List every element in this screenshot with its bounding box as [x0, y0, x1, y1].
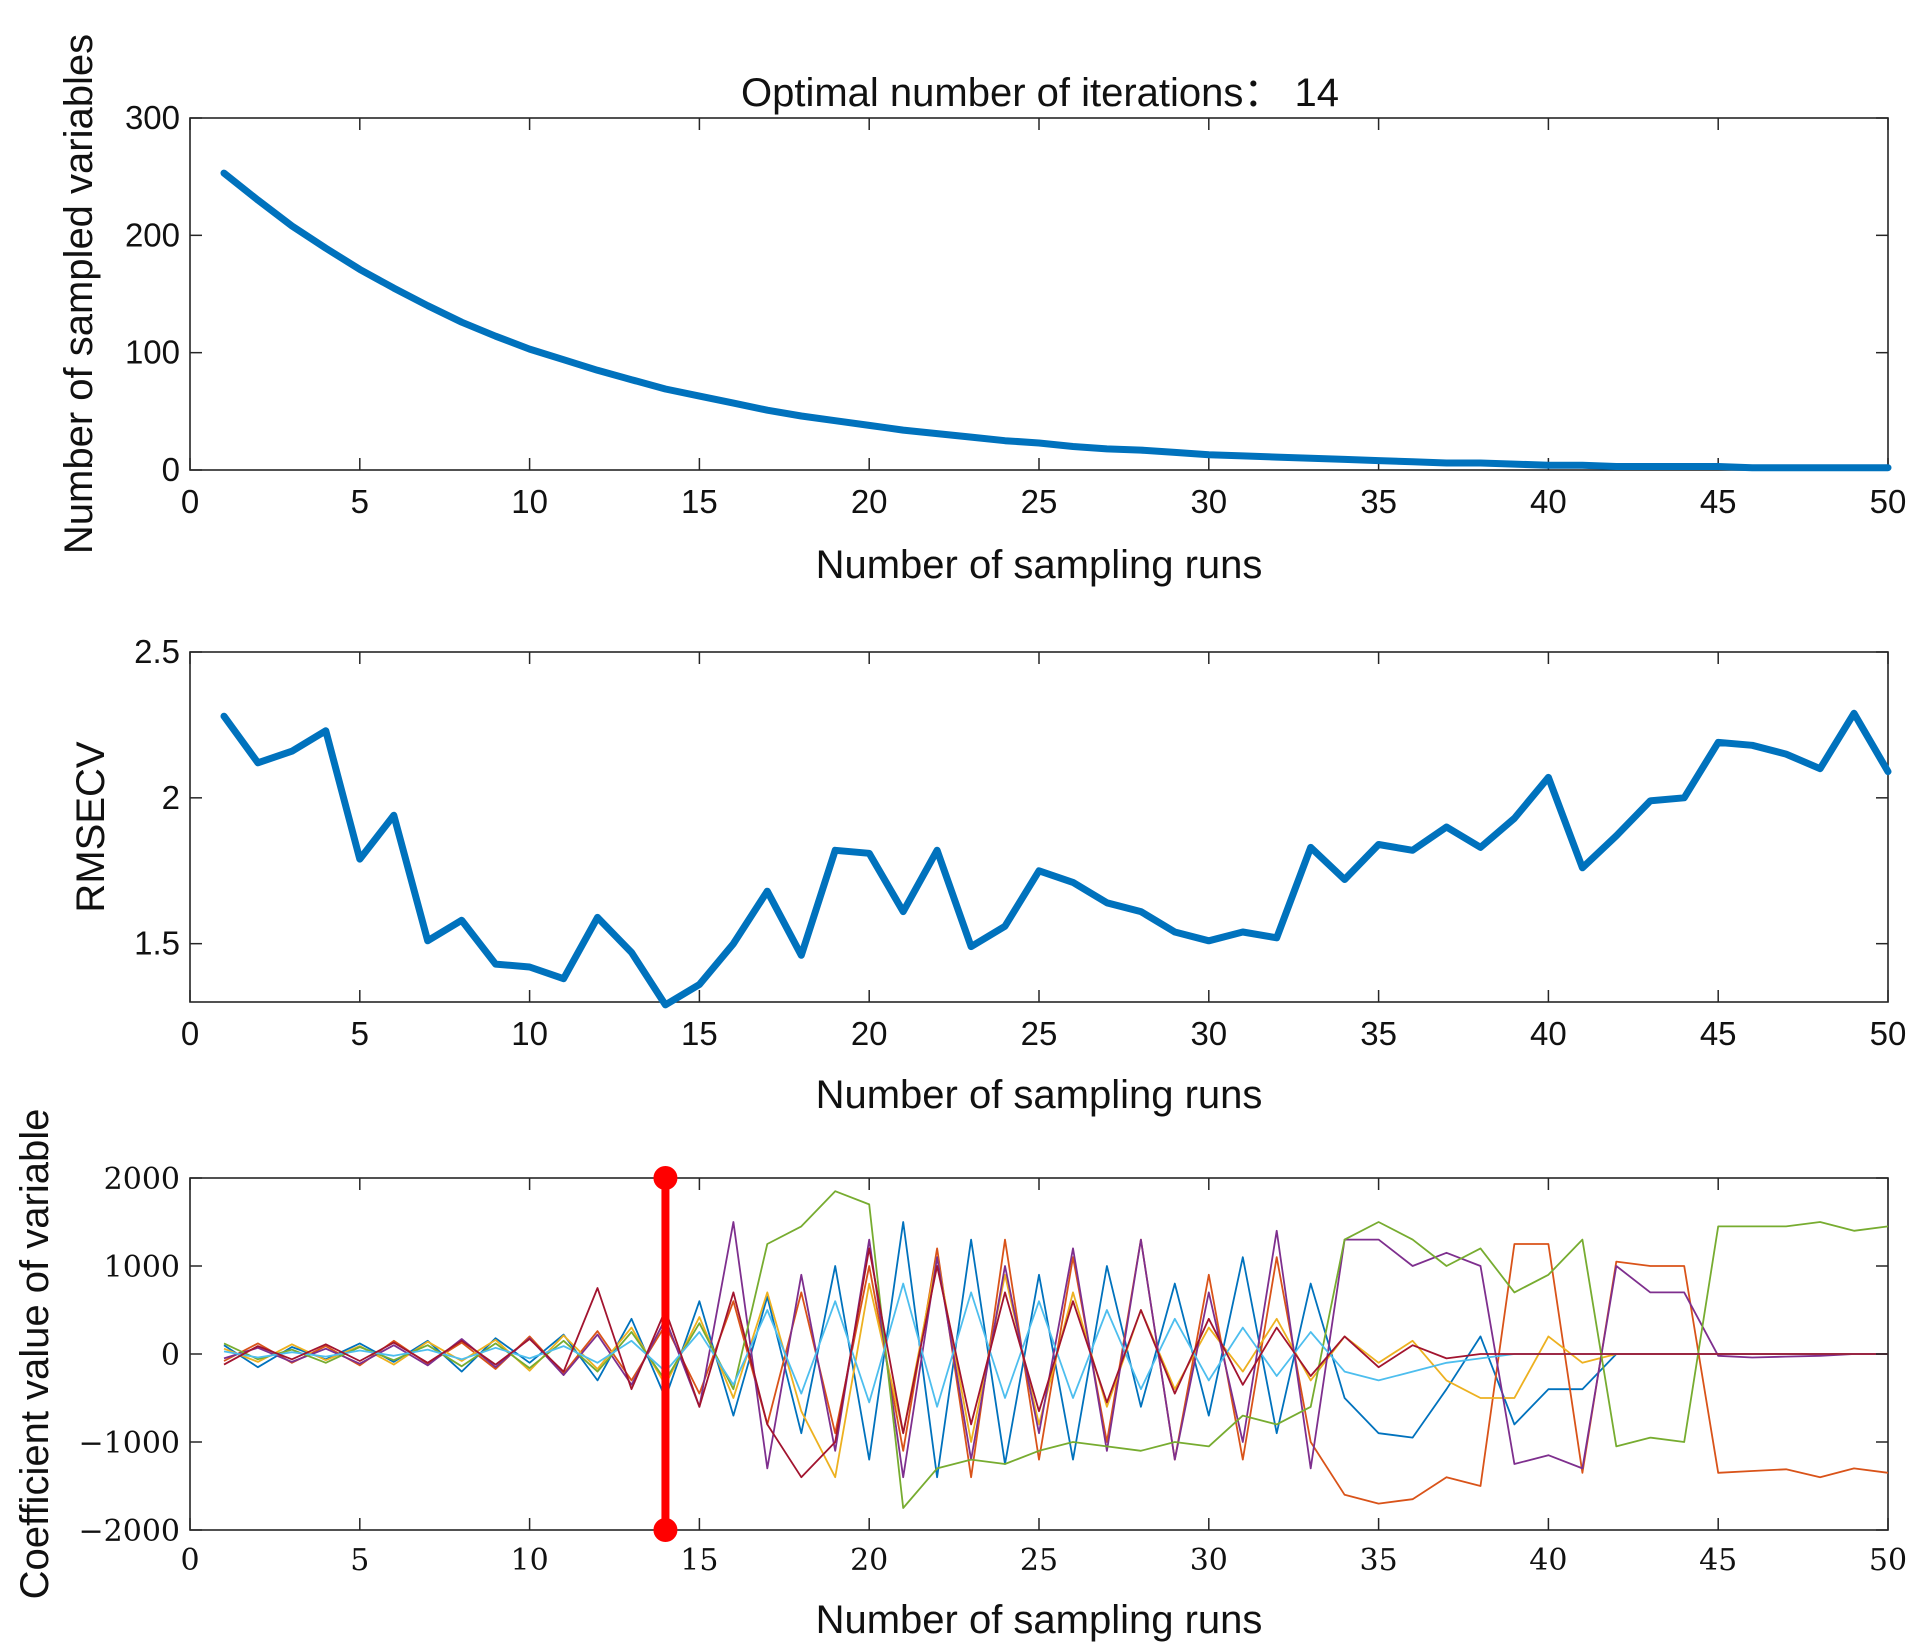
optimal-iteration-marker [653, 1166, 678, 1542]
series-group [223, 1190, 1889, 1509]
x-tick-label: 35 [1360, 483, 1397, 520]
x-tick-label: 20 [851, 1015, 888, 1052]
plot-area [189, 117, 1889, 471]
x-axis-label: Number of sampling runs [816, 1073, 1263, 1117]
y-tick-label: 1000 [104, 1250, 180, 1285]
x-tick-label: 25 [1021, 483, 1058, 520]
x-tick-label: 10 [511, 483, 548, 520]
x-tick-label: 45 [1699, 1543, 1737, 1578]
x-tick-label: 45 [1700, 1015, 1737, 1052]
sampled-variables-panel: Optimal number of iterations： 14 0 5 10 15 2… [57, 34, 1906, 587]
x-tick-label: 0 [181, 1015, 199, 1052]
y-tick-label: 0 [162, 451, 180, 488]
x-axis-label: Number of sampling runs [816, 543, 1263, 587]
plot-area [189, 651, 1889, 1003]
x-tick-label: 40 [1530, 1015, 1567, 1052]
x-tick-label: 30 [1190, 1543, 1228, 1578]
y-tick-label: 1.5 [134, 925, 180, 962]
x-tick-label: 15 [681, 1015, 718, 1052]
y-tick-label: −1000 [79, 1426, 180, 1461]
x-axis-label: Number of sampling runs [816, 1598, 1263, 1642]
x-tick-label: 15 [680, 1543, 718, 1578]
y-axis-label: Number of sampled variables [57, 34, 101, 554]
x-tick-label: 20 [851, 483, 888, 520]
y-tick-label: 0 [161, 1338, 180, 1373]
x-tick-label: 30 [1190, 1015, 1227, 1052]
marker-top-dot [653, 1166, 678, 1190]
y-axis-ticks: −2000 −1000 0 1000 2000 [79, 1162, 1888, 1549]
x-tick-label: 20 [850, 1543, 888, 1578]
series-group [220, 709, 1892, 1009]
x-tick-label: 5 [350, 1543, 369, 1578]
series-group [220, 169, 1892, 472]
chart-title: Optimal number of iterations： 14 [741, 71, 1339, 115]
coefficient-path-7 [223, 1247, 1888, 1479]
x-tick-label: 0 [180, 1543, 199, 1578]
x-tick-label: 30 [1190, 483, 1227, 520]
y-tick-label: 2.5 [134, 633, 180, 670]
x-tick-label: 35 [1360, 1543, 1398, 1578]
y-axis-label: RMSECV [69, 741, 113, 912]
y-tick-label: 200 [125, 216, 180, 253]
x-tick-label: 5 [351, 483, 369, 520]
marker-bottom-dot [653, 1518, 678, 1542]
series-line [220, 709, 1892, 1009]
y-axis-label: Coefficient value of variable [13, 1109, 57, 1600]
y-tick-label: 2 [162, 779, 180, 816]
x-tick-label: 50 [1870, 1015, 1907, 1052]
y-tick-label: −2000 [79, 1514, 180, 1549]
x-tick-label: 0 [181, 483, 199, 520]
coefficient-path-5 [223, 1190, 1889, 1509]
rmsecv-panel: 0 5 10 15 20 25 30 35 40 45 50 1.5 2 2.5 Number of s… [69, 633, 1906, 1117]
y-tick-label: 2000 [104, 1162, 180, 1197]
x-tick-label: 50 [1870, 483, 1907, 520]
y-axis-ticks: 1.5 2 2.5 [134, 633, 1888, 962]
x-tick-label: 35 [1360, 1015, 1397, 1052]
x-tick-label: 10 [511, 1015, 548, 1052]
x-tick-label: 25 [1021, 1015, 1058, 1052]
x-axis-ticks: 0 5 10 15 20 25 30 35 40 45 50 [180, 1178, 1907, 1578]
coefficient-path-1 [223, 1221, 1888, 1479]
y-tick-label: 100 [125, 334, 180, 371]
coefficient-panel: 0 5 10 15 20 25 30 35 40 45 50 −2000 −1000 0 1000 2000… [13, 1109, 1907, 1642]
x-tick-label: 25 [1020, 1543, 1058, 1578]
y-tick-label: 300 [125, 99, 180, 136]
series-line [220, 169, 1892, 472]
x-tick-label: 40 [1529, 1543, 1567, 1578]
x-tick-label: 5 [351, 1015, 369, 1052]
x-tick-label: 10 [511, 1543, 549, 1578]
x-tick-label: 45 [1700, 483, 1737, 520]
x-tick-label: 50 [1869, 1543, 1907, 1578]
y-axis-ticks: 0 100 200 300 [125, 99, 1888, 488]
x-tick-label: 40 [1530, 483, 1567, 520]
x-axis-ticks: 0 5 10 15 20 25 30 35 40 45 50 [181, 652, 1907, 1052]
x-axis-ticks: 0 5 10 15 20 25 30 35 40 45 50 [181, 118, 1907, 520]
x-tick-label: 15 [681, 483, 718, 520]
coefficient-path-4 [223, 1221, 1888, 1479]
